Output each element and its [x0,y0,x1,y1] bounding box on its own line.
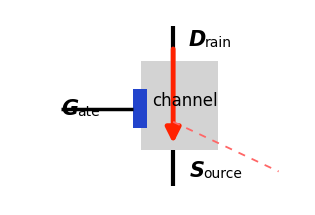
Text: ource: ource [203,167,242,181]
Text: G: G [61,98,78,119]
Text: ate: ate [77,104,100,118]
Bar [133,89,147,128]
Text: rain: rain [204,36,231,50]
Text: D: D [188,30,206,50]
Text: S: S [190,161,204,181]
Text: channel: channel [152,92,217,110]
Bar [141,61,218,150]
